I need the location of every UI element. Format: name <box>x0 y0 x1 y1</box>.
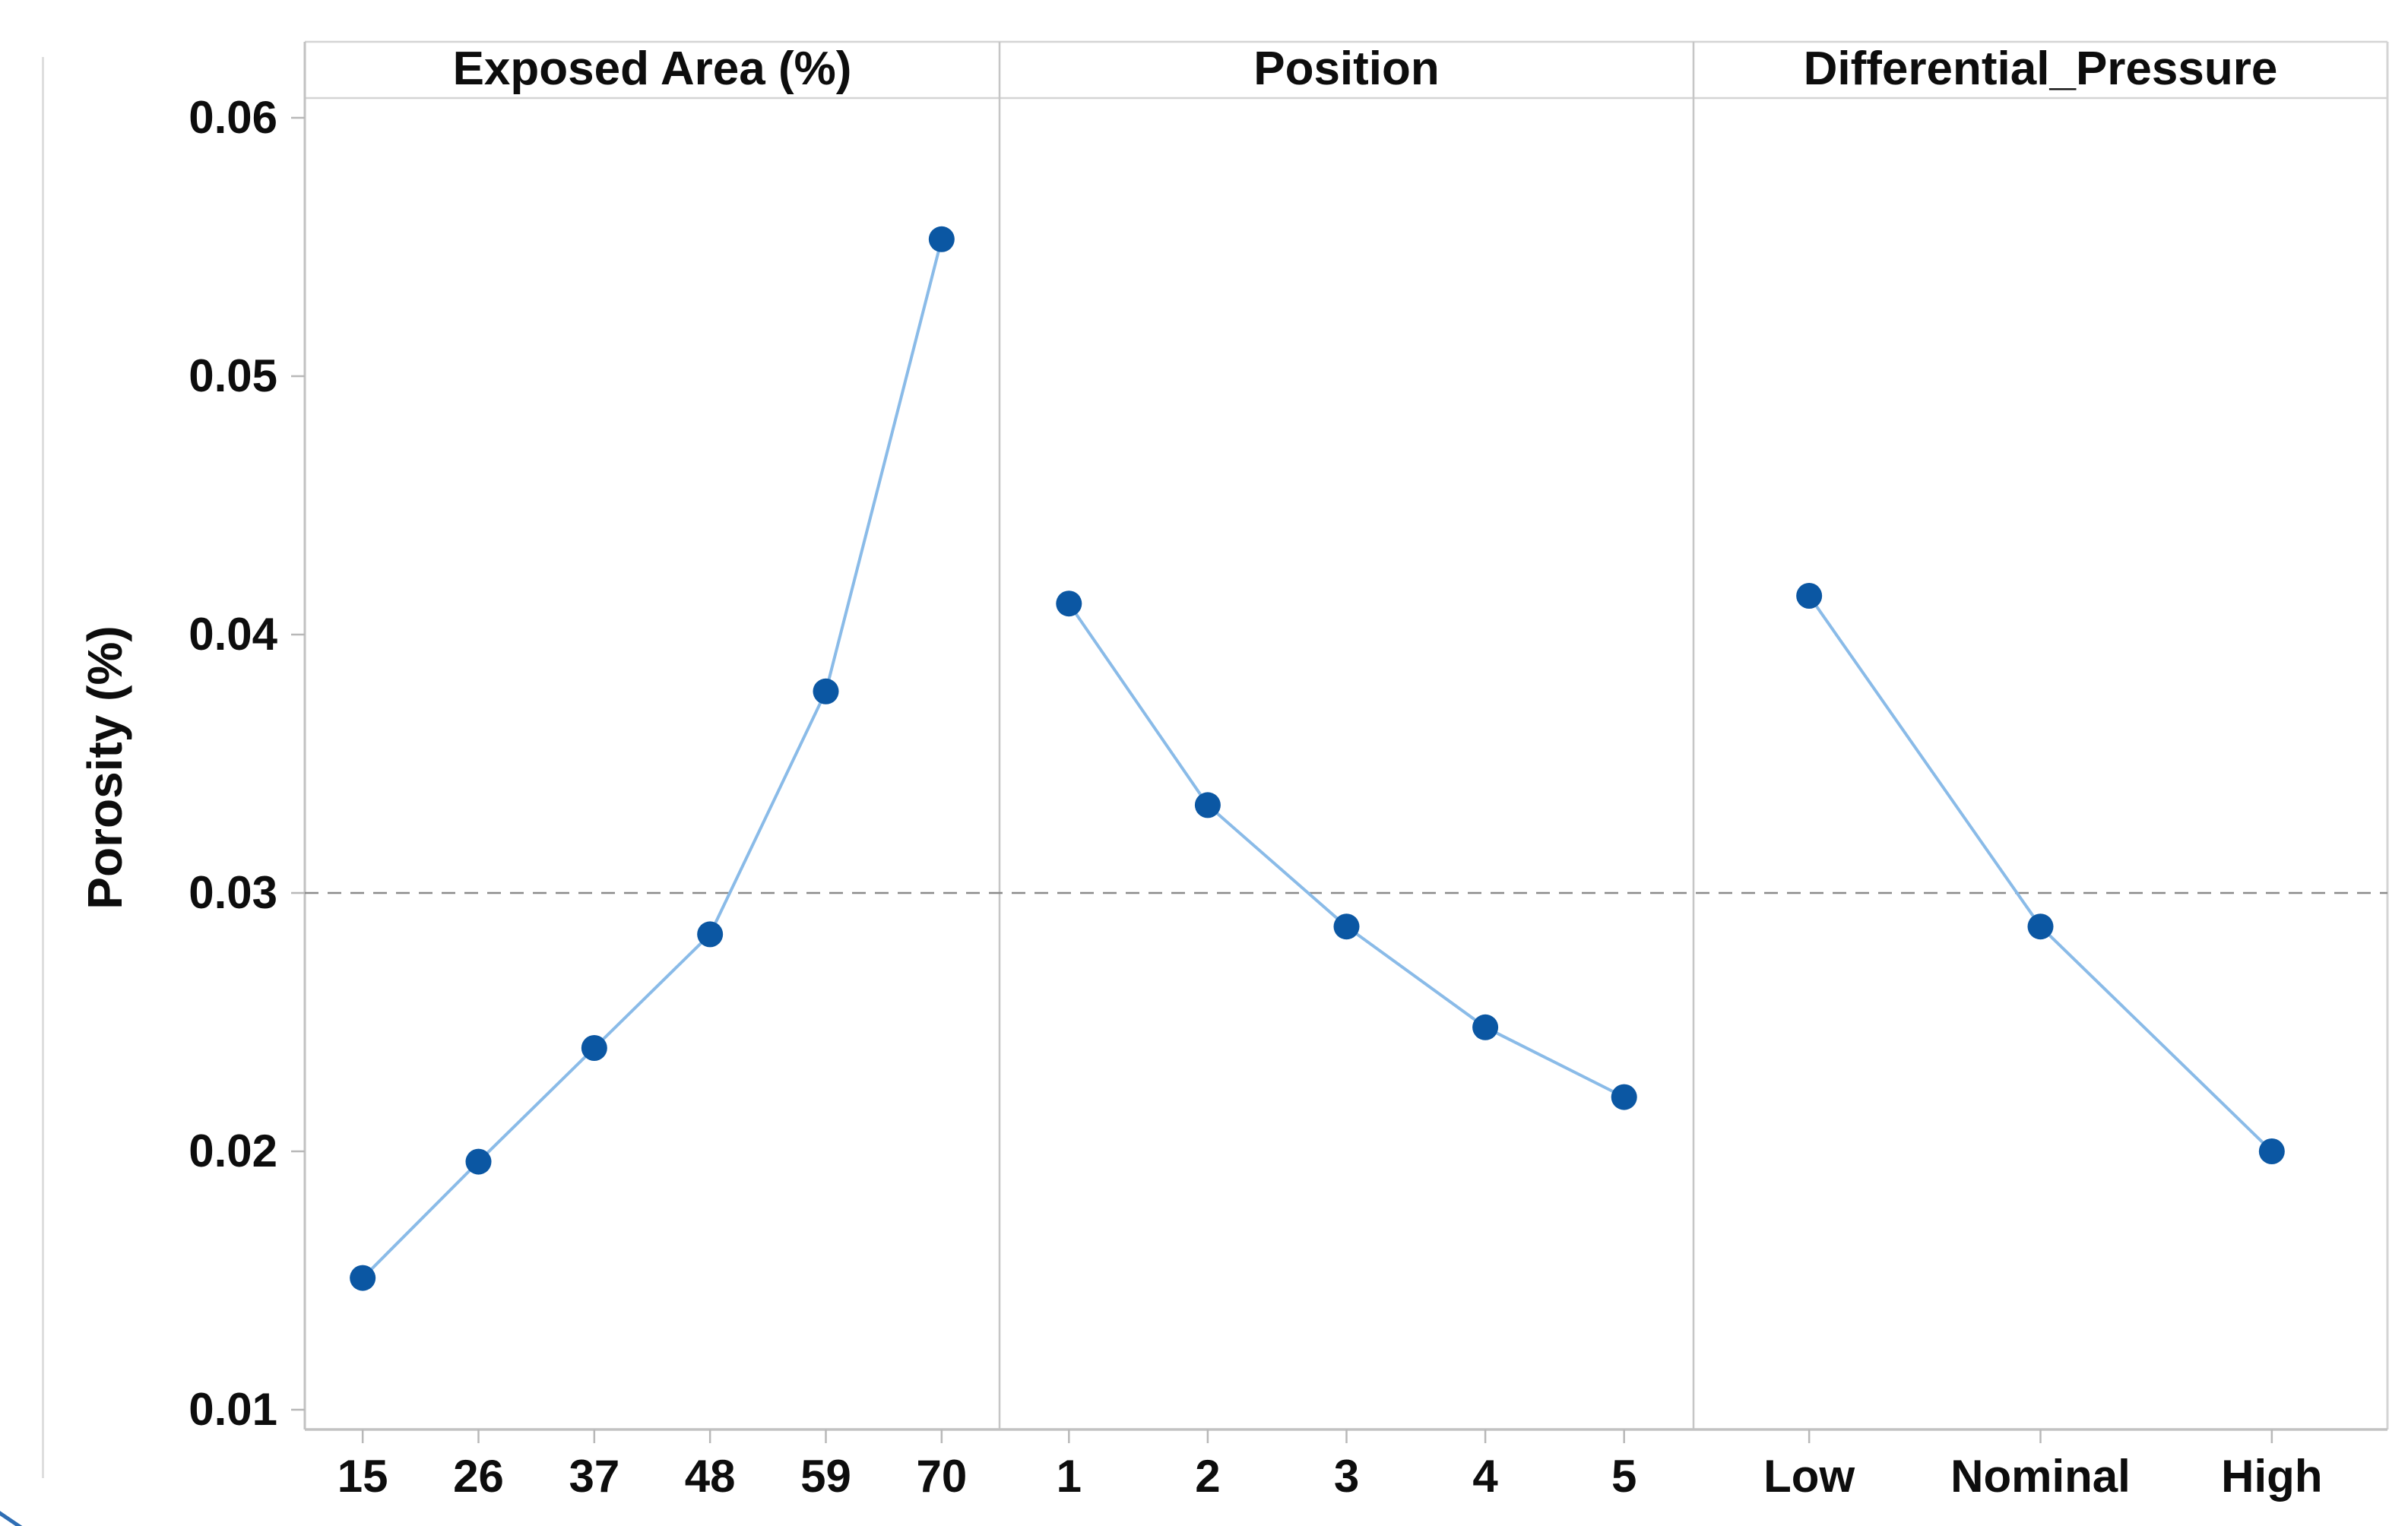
data-point-marker <box>1333 913 1360 940</box>
data-point-marker <box>465 1148 492 1175</box>
y-tick-label: 0.01 <box>189 1384 277 1435</box>
data-point-marker <box>697 921 724 948</box>
data-point-marker <box>2027 913 2054 940</box>
x-tick-label: Low <box>1763 1451 1855 1502</box>
data-point-marker <box>813 678 839 704</box>
data-point-marker <box>1194 792 1221 818</box>
data-point-marker <box>581 1035 607 1061</box>
y-tick-label: 0.05 <box>189 350 277 401</box>
x-tick-label: 26 <box>453 1451 504 1502</box>
data-point-marker <box>928 226 955 252</box>
panel-title-exposed-area: Exposed Area (%) <box>452 43 852 95</box>
y-tick-label: 0.02 <box>189 1126 277 1176</box>
y-tick-label: 0.03 <box>189 867 277 918</box>
x-tick-label: Nominal <box>1950 1451 2131 1502</box>
figure-left-border <box>42 57 44 1478</box>
data-point-marker <box>2258 1138 2285 1164</box>
data-point-marker <box>350 1265 376 1291</box>
x-tick-label: 70 <box>916 1451 968 1502</box>
panel-title-position: Position <box>1253 43 1440 95</box>
data-point-marker <box>1472 1014 1499 1040</box>
data-point-marker <box>1796 583 1823 609</box>
data-point-marker <box>1611 1084 1637 1110</box>
x-tick-label: 48 <box>684 1451 736 1502</box>
series-line-0 <box>361 237 943 1280</box>
panel-title-differential-pressure: Differential_Pressure <box>1803 43 2278 95</box>
y-tick-label: 0.06 <box>189 92 277 143</box>
data-point-marker <box>1056 590 1082 617</box>
x-tick-label: 15 <box>337 1451 388 1502</box>
series-line-1 <box>1067 602 1626 1099</box>
x-tick-label: 3 <box>1333 1451 1360 1502</box>
x-tick-label: 2 <box>1195 1451 1221 1502</box>
x-tick-label: 4 <box>1472 1451 1498 1502</box>
y-tick-label: 0.04 <box>189 609 277 660</box>
x-tick-label: 37 <box>569 1451 620 1502</box>
x-tick-label: 59 <box>800 1451 851 1502</box>
x-tick-label: High <box>2221 1451 2323 1502</box>
series-line-2 <box>1808 594 2273 1153</box>
x-tick-label: 5 <box>1611 1451 1637 1502</box>
x-tick-label: 1 <box>1056 1451 1082 1502</box>
